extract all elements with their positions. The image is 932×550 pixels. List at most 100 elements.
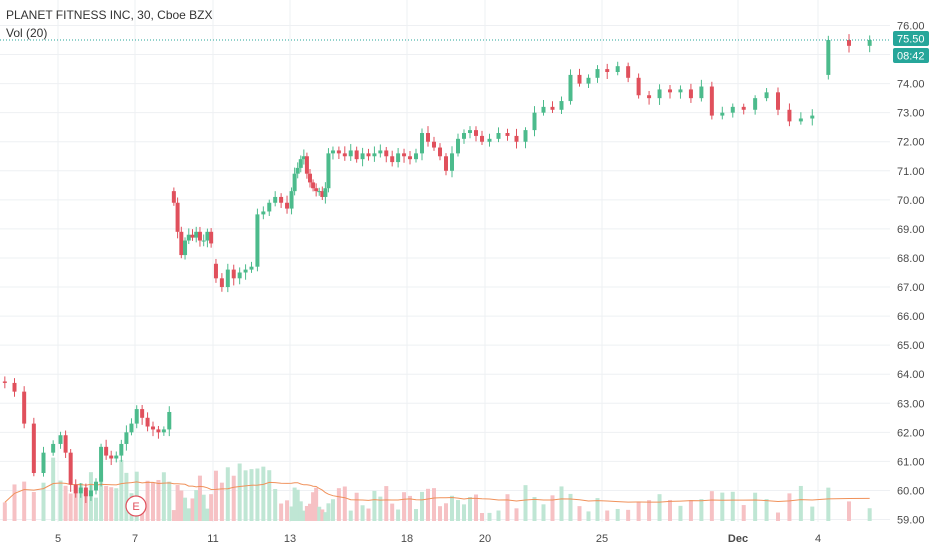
volume-bar <box>462 504 466 521</box>
candle-body <box>336 150 341 154</box>
volume-bar <box>366 508 371 521</box>
volume-bar <box>225 467 230 521</box>
candle-body <box>279 196 284 203</box>
volume-bar <box>496 510 501 521</box>
volume-ma-line <box>4 481 870 503</box>
volume-bar <box>636 501 641 521</box>
time-axis[interactable]: 5 7 11 13 18 20 25 Dec 4 <box>55 533 821 545</box>
volume-bar <box>787 493 792 521</box>
candle-body <box>51 443 56 453</box>
candle-body <box>568 74 573 102</box>
volume-bar <box>372 490 377 521</box>
volume-bar <box>209 494 214 521</box>
candle-body <box>444 156 448 171</box>
volume-bar <box>205 508 210 521</box>
volume-bar <box>22 481 27 521</box>
time-tick-label: 7 <box>132 533 138 545</box>
price-tick-label: 60.00 <box>897 485 925 497</box>
candle-body <box>63 435 68 453</box>
candle-body <box>360 153 365 160</box>
volume-bar <box>273 488 278 521</box>
candle-body <box>378 150 383 154</box>
price-tick-label: 74.00 <box>897 79 925 91</box>
volume-bar <box>279 503 284 521</box>
volume-bar <box>78 482 83 521</box>
volume-bar <box>186 508 191 521</box>
candle-body <box>438 147 442 157</box>
candle-body <box>94 481 98 491</box>
volume-bar <box>145 480 150 521</box>
symbol-title[interactable]: PLANET FITNESS INC, 30, Cboe BZX <box>6 8 213 22</box>
candle-body <box>720 112 725 116</box>
candle-body <box>408 156 412 160</box>
volume-bar <box>304 505 309 521</box>
candle-body <box>480 135 484 142</box>
volume-bar <box>179 490 184 521</box>
volume-bar <box>586 511 591 521</box>
volume-bar <box>468 497 472 521</box>
candle-body <box>213 263 218 279</box>
price-tick-label: 73.00 <box>897 108 925 120</box>
last-price-badge-value: 75.50 <box>897 34 925 46</box>
candle-body <box>301 156 306 160</box>
time-tick-label: Dec <box>728 533 748 545</box>
candle-body <box>605 69 610 72</box>
candle-body <box>58 435 63 444</box>
volume-bar <box>73 485 78 521</box>
volume-bar <box>798 485 803 521</box>
candle-body <box>295 167 300 174</box>
candle-body <box>366 153 371 157</box>
volume-bar <box>523 485 528 521</box>
earnings-marker[interactable]: E <box>125 495 147 517</box>
volume-bar <box>626 509 631 521</box>
volume-bar <box>151 482 155 521</box>
candle-body <box>311 182 316 189</box>
candle-body <box>267 202 272 212</box>
volume-bar <box>647 500 652 521</box>
volume-bar <box>330 499 335 521</box>
candle-body <box>124 432 129 444</box>
candle-body <box>730 106 735 113</box>
candle-body <box>261 211 266 215</box>
volume-bar <box>114 488 119 521</box>
volume-bar <box>559 486 564 521</box>
candle-body <box>532 112 537 131</box>
candle-body <box>197 231 202 241</box>
candle-body <box>657 89 662 99</box>
candle-body <box>615 66 620 72</box>
volume-bar <box>51 457 56 521</box>
time-tick-label: 20 <box>479 533 491 545</box>
volume-bar <box>320 509 325 521</box>
volume-ma-path <box>4 481 870 503</box>
volume-bar <box>171 510 176 521</box>
candle-body <box>372 153 377 157</box>
volume-bar <box>444 503 448 521</box>
volume-bar <box>810 506 815 521</box>
volume-bar <box>261 466 266 521</box>
volume-bar <box>99 474 104 521</box>
volume-bar <box>450 495 454 521</box>
volume-bar <box>68 493 73 521</box>
candle-body <box>304 156 309 174</box>
volume-bar <box>426 488 430 521</box>
candle-body <box>225 269 230 288</box>
volume-bar <box>753 492 758 521</box>
candle-body <box>134 409 139 424</box>
volume-bar <box>438 506 442 521</box>
volume-indicator-label[interactable]: Vol (20) <box>6 26 48 40</box>
volume-bar <box>709 491 714 521</box>
candle-body <box>342 153 347 157</box>
candle-body <box>129 423 134 433</box>
volume-bar <box>255 468 260 521</box>
volume-bar <box>109 487 114 521</box>
price-axis[interactable]: 59.00 60.00 61.00 62.00 63.00 64.00 65.00 66.00… <box>897 21 925 527</box>
volume-bar <box>285 500 290 521</box>
volume-bar <box>197 475 202 521</box>
volume-bar <box>402 492 407 521</box>
volume-bar <box>480 512 484 521</box>
earnings-marker-label: E <box>132 501 139 513</box>
candle-body <box>487 138 492 142</box>
candle-body <box>237 272 242 279</box>
candle-body <box>326 153 331 189</box>
